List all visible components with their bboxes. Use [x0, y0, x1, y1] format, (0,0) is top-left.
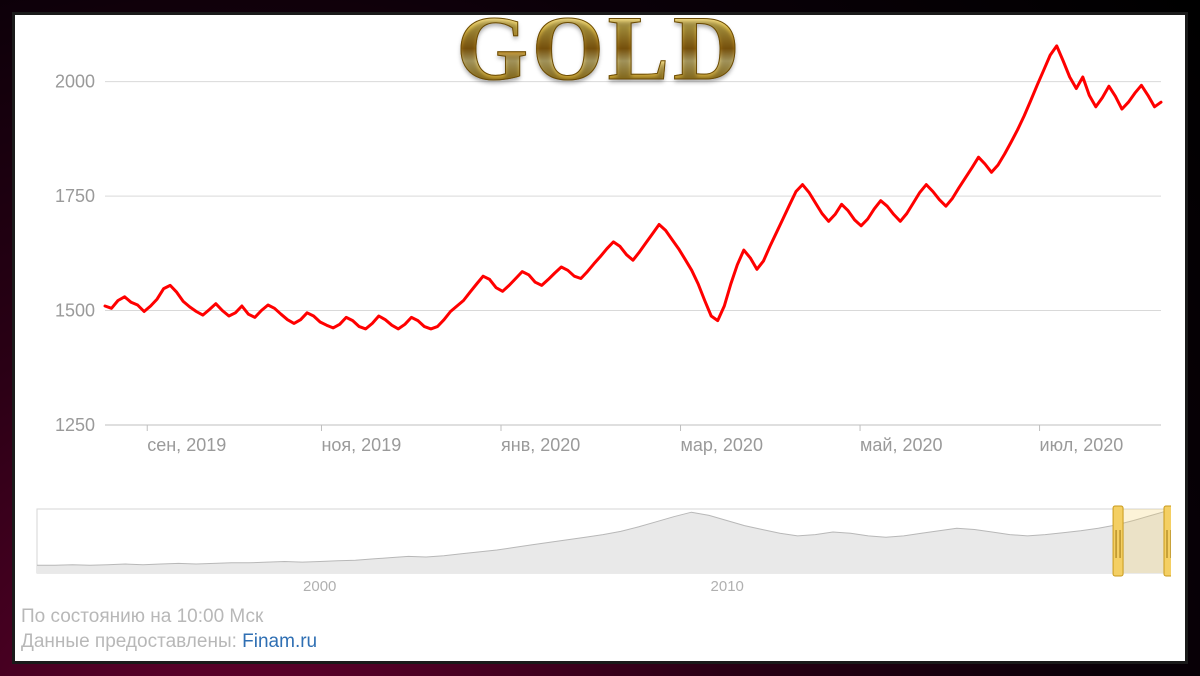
overview-xtick: 2010 [711, 578, 744, 595]
source-link[interactable]: Finam.ru [242, 631, 317, 652]
ytick-label: 2000 [55, 72, 95, 92]
overview-xtick: 2000 [303, 578, 336, 595]
xtick-label: янв, 2020 [501, 435, 580, 455]
main-chart[interactable]: 1250 1500 1750 2000 сен, 2019 ноя, 2019 янв, 2… [35, 35, 1165, 475]
xtick-label: мар, 2020 [681, 435, 763, 455]
status-text: По состоянию на 10:00 Мск [21, 604, 317, 630]
overview-chart[interactable]: 2000 2010 [35, 505, 1165, 595]
xtick-label: сен, 2019 [147, 435, 226, 455]
ytick-label: 1500 [55, 301, 95, 321]
range-handle-left[interactable] [1113, 506, 1123, 576]
footer: По состоянию на 10:00 Мск Данные предост… [21, 604, 317, 655]
page-background: GOLD 1250 1500 1750 2000 сен, 2019 ноя, 2019 я… [0, 0, 1200, 676]
ytick-label: 1250 [55, 415, 95, 435]
ytick-label: 1750 [55, 186, 95, 206]
xtick-label: май, 2020 [860, 435, 943, 455]
source-line: Данные предоставлены: Finam.ru [21, 629, 317, 655]
chart-panel: GOLD 1250150017502000сен, 2019ноя, 2019я… [12, 12, 1188, 664]
xtick-label: ноя, 2019 [321, 435, 401, 455]
gold-title: GOLD [457, 7, 744, 90]
source-prefix: Данные предоставлены: [21, 631, 242, 652]
xtick-label: июл, 2020 [1040, 435, 1124, 455]
range-handle-right[interactable] [1164, 506, 1171, 576]
